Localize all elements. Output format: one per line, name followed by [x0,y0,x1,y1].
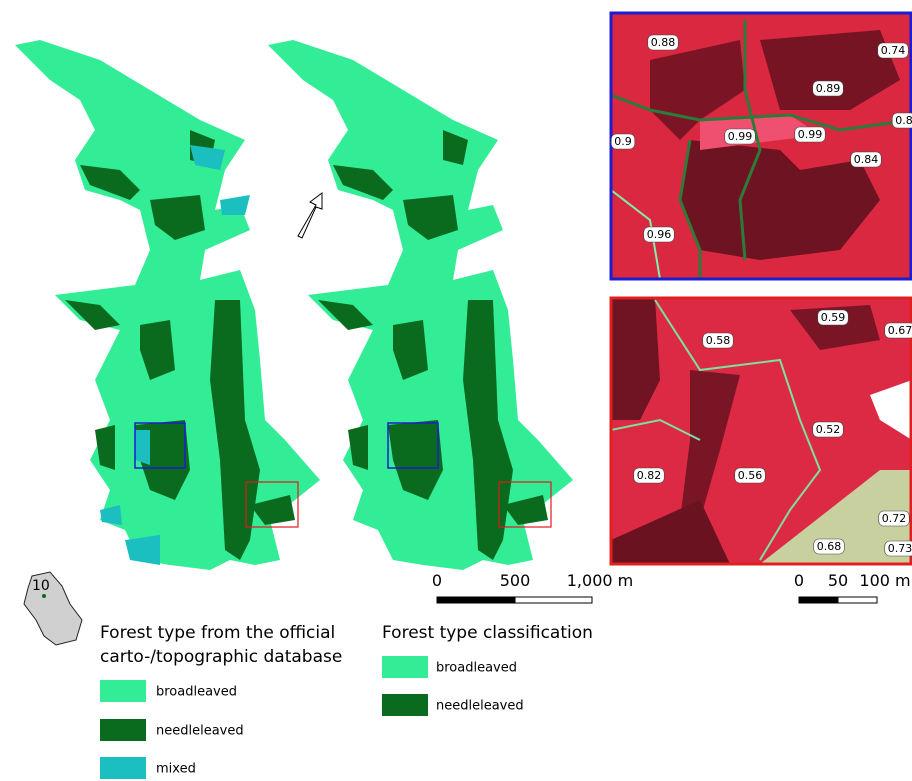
mixed-patch [100,505,122,525]
inset-label: 0.89 [816,82,841,95]
mixed-patch [220,195,250,215]
scale-bar: 0 50 100 m [794,571,911,603]
map-official [15,40,320,570]
legend-title: Forest type from the official [100,623,335,643]
legend-title: Forest type classification [382,623,593,643]
inset-label: 0.67 [888,324,912,337]
inset-label: 0.58 [706,334,731,347]
inset-label: 0.52 [816,423,841,436]
legend: Forest type from the official carto-/top… [100,623,342,779]
inset-label: 0.84 [854,153,879,166]
scale-label: 100 m [859,571,910,590]
legend-swatch [100,680,146,702]
inset-label: 0.96 [647,228,672,241]
inset-label: 0.99 [728,130,753,143]
inset-label: 0.74 [881,44,906,57]
inset-label: 0.73 [888,542,912,555]
inset-label: 0.82 [637,469,662,482]
map-classification [268,40,573,570]
inset-label: 0.9 [614,135,632,148]
legend-label: needleleaved [156,724,244,739]
legend-label: mixed [156,762,196,777]
inset-label: 0.59 [821,311,846,324]
inset-bottom [611,298,912,564]
legend-swatch [100,757,146,779]
mixed-patch [125,535,160,565]
scale-label: 50 [828,571,848,590]
locator-map: 10 [24,572,82,645]
locator-label: 10 [32,578,50,594]
inset-label: 0.8 [895,114,912,127]
scale-label: 500 [500,571,531,590]
legend-swatch [382,694,428,716]
scale-label: 0 [432,571,442,590]
legend-label: broadleaved [436,661,517,676]
figure: 0.88 0.74 0.89 0.8 0.9 0.99 0.99 0.84 0.… [0,0,912,781]
legend: Forest type classification broadleaved n… [382,623,593,716]
legend-swatch [100,719,146,741]
inset-label: 0.56 [738,469,763,482]
legend-label: broadleaved [156,685,237,700]
scale-bar: 0 500 1,000 m [432,571,633,603]
inset-label: 0.88 [651,36,676,49]
legend-swatch [382,656,428,678]
inset-label: 0.72 [882,512,907,525]
inset-label: 0.99 [798,128,823,141]
inset-label: 0.68 [817,540,842,553]
mixed-patch [135,430,150,465]
scale-label: 0 [794,571,804,590]
north-arrow [298,193,322,238]
legend-label: needleleaved [436,699,524,714]
legend-title: carto-/topographic database [100,647,342,667]
scale-label: 1,000 m [567,571,633,590]
